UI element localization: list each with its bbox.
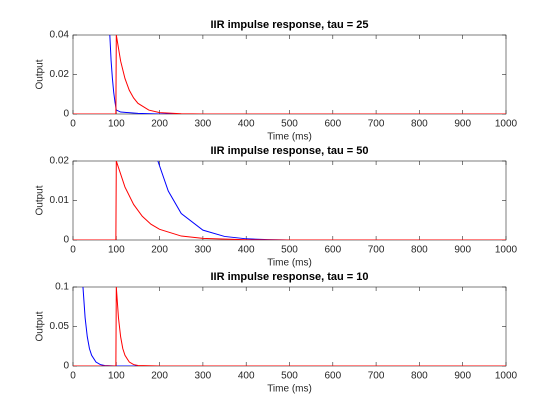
x-tick-label: 900 — [454, 119, 471, 130]
y-tick-label: 0 — [63, 235, 69, 246]
x-tick-label: 200 — [151, 371, 168, 382]
x-tick-label: 900 — [454, 245, 471, 256]
x-tick-label: 500 — [281, 371, 298, 382]
axes-box — [72, 34, 507, 115]
y-tick-label: 0.1 — [55, 282, 69, 293]
y-tick-label: 0.04 — [50, 30, 70, 41]
x-axis-label: Time (ms) — [267, 132, 312, 143]
x-tick-label: 400 — [238, 245, 255, 256]
y-tick-label: 0.05 — [50, 321, 70, 332]
x-tick-label: 100 — [108, 371, 125, 382]
x-tick-label: 1000 — [495, 371, 518, 382]
x-tick-label: 200 — [151, 245, 168, 256]
x-tick-label: 900 — [454, 371, 471, 382]
x-tick-label: 200 — [151, 119, 168, 130]
chart-title: IIR impulse response, tau = 50 — [210, 145, 368, 157]
y-tick-label: 0 — [63, 361, 69, 372]
x-tick-label: 800 — [411, 119, 428, 130]
x-tick-label: 700 — [368, 119, 385, 130]
x-tick-label: 800 — [411, 245, 428, 256]
x-tick-label: 400 — [238, 371, 255, 382]
y-tick-label: 0.02 — [50, 69, 70, 80]
y-axis-label: Output — [35, 185, 46, 215]
x-tick-label: 400 — [238, 119, 255, 130]
x-tick-label: 100 — [108, 119, 125, 130]
line-series — [73, 287, 506, 366]
y-tick-label: 0.01 — [50, 195, 70, 206]
x-tick-label: 600 — [324, 245, 341, 256]
x-tick-label: 600 — [324, 371, 341, 382]
x-tick-label: 500 — [281, 245, 298, 256]
y-tick-label: 0 — [63, 109, 69, 120]
x-axis-label: Time (ms) — [267, 258, 312, 269]
line-series — [73, 35, 506, 114]
x-tick-label: 1000 — [495, 119, 518, 130]
x-tick-label: 600 — [324, 119, 341, 130]
chart-title: IIR impulse response, tau = 10 — [210, 271, 368, 283]
x-tick-label: 300 — [195, 245, 212, 256]
axes-box — [72, 160, 507, 241]
x-tick-label: 0 — [70, 245, 76, 256]
x-tick-label: 0 — [70, 119, 76, 130]
y-axis-label: Output — [35, 59, 46, 89]
line-series — [73, 161, 506, 240]
chart-title: IIR impulse response, tau = 25 — [210, 19, 368, 31]
x-tick-label: 500 — [281, 119, 298, 130]
x-tick-label: 1000 — [495, 245, 518, 256]
x-tick-label: 700 — [368, 371, 385, 382]
x-axis-label: Time (ms) — [267, 384, 312, 395]
y-axis-label: Output — [35, 311, 46, 341]
x-tick-label: 300 — [195, 371, 212, 382]
axes-box — [72, 286, 507, 367]
x-tick-label: 100 — [108, 245, 125, 256]
x-tick-label: 0 — [70, 371, 76, 382]
y-tick-label: 0.02 — [50, 156, 70, 167]
x-tick-label: 700 — [368, 245, 385, 256]
x-tick-label: 800 — [411, 371, 428, 382]
x-tick-label: 300 — [195, 119, 212, 130]
